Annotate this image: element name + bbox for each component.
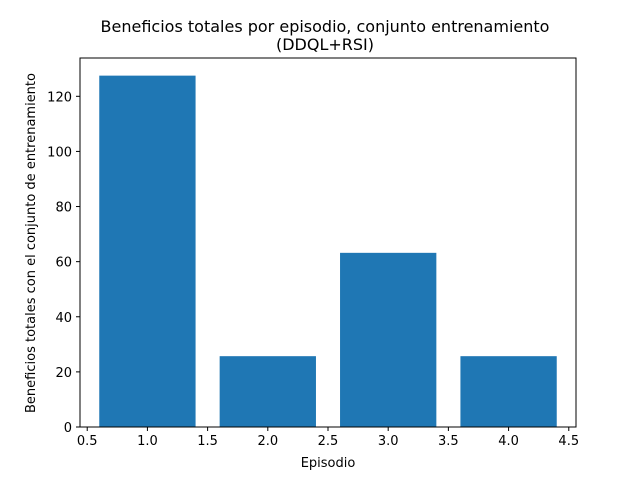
bars [99, 75, 557, 428]
chart-subtitle: (DDQL+RSI) [276, 35, 374, 54]
chart-title: Beneficios totales por episodio, conjunt… [101, 17, 550, 36]
plot-area-frame [79, 57, 577, 428]
x-axis-label: Episodio [301, 456, 356, 471]
bar-episode-2 [219, 356, 316, 427]
y-tick-label: 60 [55, 256, 72, 271]
x-tick-label: 1.0 [137, 434, 158, 449]
y-tick-label: 80 [55, 201, 72, 216]
x-tick-label: 0.5 [77, 434, 98, 449]
x-axis-ticks: 0.5 1.0 1.5 2.0 2.5 3.0 3.5 4.0 4.5 [77, 427, 579, 449]
y-axis-ticks: 0 20 40 60 80 100 120 [47, 90, 80, 436]
bar-episode-4 [460, 356, 557, 427]
x-tick-label: 1.5 [197, 434, 218, 449]
x-tick-label: 4.5 [558, 434, 579, 449]
x-tick-label: 4.0 [498, 434, 519, 449]
y-tick-label: 120 [47, 90, 72, 105]
y-tick-label: 20 [55, 366, 72, 381]
y-tick-label: 0 [64, 421, 72, 436]
bar-episode-1 [99, 75, 196, 428]
y-tick-label: 40 [55, 311, 72, 326]
y-tick-label: 100 [47, 145, 72, 160]
bar-episode-3 [340, 252, 437, 427]
x-tick-label: 2.0 [257, 434, 278, 449]
x-tick-label: 3.5 [438, 434, 459, 449]
y-axis-label: Beneficios totales con el conjunto de en… [24, 73, 39, 413]
x-tick-label: 3.0 [378, 434, 399, 449]
x-tick-label: 2.5 [318, 434, 339, 449]
